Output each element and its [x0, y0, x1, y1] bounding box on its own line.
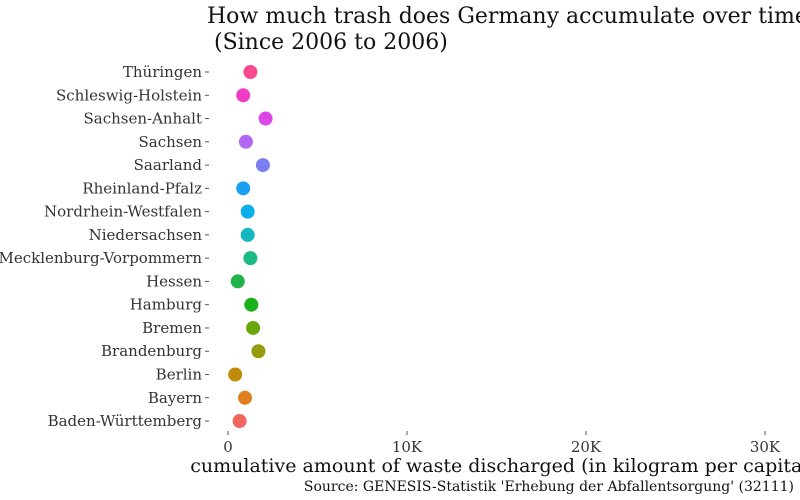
y-tick-label: Hessen [146, 272, 202, 290]
data-point [228, 367, 243, 382]
data-point [236, 88, 251, 103]
y-tick-label: Bremen [142, 319, 202, 337]
chart-title-line-1: How much trash does Germany accumulate o… [207, 4, 800, 29]
y-tick-label: Niedersachsen [89, 226, 203, 244]
y-tick-label: Berlin [156, 366, 203, 384]
y-tick-label: Schleswig-Holstein [56, 86, 202, 104]
data-point [255, 158, 270, 173]
data-point [232, 414, 247, 429]
y-tick-label: Brandenburg [101, 342, 202, 360]
data-point [240, 227, 255, 242]
data-point [236, 181, 251, 196]
x-tick-label: 30K [750, 438, 781, 456]
data-point [258, 111, 273, 126]
x-axis: 0 10K 20K 30K [223, 431, 781, 456]
data-point [251, 344, 266, 359]
x-tick-label: 20K [571, 438, 602, 456]
y-tick-label: Baden-Württemberg [48, 412, 203, 430]
data-points [228, 65, 273, 429]
y-axis: Thüringen Schleswig-Holstein Sachsen-Anhal… [0, 63, 209, 430]
data-point [246, 320, 261, 335]
data-point [244, 297, 259, 312]
y-tick-label: Saarland [134, 156, 203, 174]
data-point [230, 274, 245, 289]
data-point [243, 251, 258, 266]
chart-title-line-2: (Since 2006 to 2006) [207, 30, 448, 55]
data-point [238, 134, 253, 149]
data-point [238, 390, 252, 405]
source-caption: Source: GENESIS-Statistik 'Erhebung der … [304, 479, 794, 495]
y-tick-label: Rheinland-Pfalz [82, 179, 202, 197]
y-tick-label: Sachsen [138, 133, 202, 151]
y-tick-label: Bayern [148, 389, 202, 407]
y-tick-label: Hamburg [130, 296, 203, 314]
data-point [243, 65, 258, 79]
y-tick-label: Mecklenburg-Vorpommern [0, 249, 202, 267]
y-tick-label: Sachsen-Anhalt [83, 110, 202, 128]
x-tick-label: 10K [392, 438, 423, 456]
x-tick-label: 0 [223, 438, 233, 456]
y-tick-label: Thüringen [123, 63, 202, 81]
x-axis-title: cumulative amount of waste discharged (i… [190, 455, 800, 477]
data-point [240, 204, 255, 219]
y-tick-label: Nordrhein-Westfalen [44, 203, 202, 221]
